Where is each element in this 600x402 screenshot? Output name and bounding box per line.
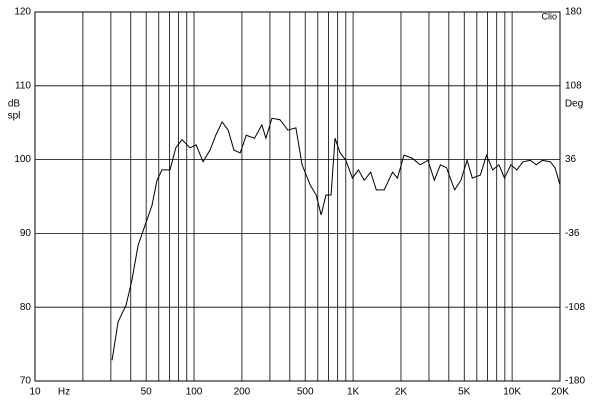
y2-tick-label: 108 <box>565 80 582 91</box>
x-unit-label: Hz <box>58 387 70 398</box>
y-axis-label: spl <box>8 111 21 122</box>
response-line <box>111 117 561 361</box>
y2-tick-label: -180 <box>565 376 585 387</box>
y-tick-label: 80 <box>20 302 32 313</box>
y-tick-label: 120 <box>14 7 31 18</box>
y-tick-label: 90 <box>20 228 32 239</box>
x-tick-label: 2K <box>395 387 408 398</box>
x-tick-label: 200 <box>234 387 251 398</box>
y-tick-label: 70 <box>20 376 32 387</box>
y-tick-label: 100 <box>14 154 31 165</box>
x-tick-label: 20K <box>551 387 569 398</box>
y2-tick-label: -36 <box>565 228 580 239</box>
x-tick-label: 50 <box>141 387 153 398</box>
y2-axis-label: Deg <box>565 99 583 110</box>
y2-tick-label: 36 <box>565 154 577 165</box>
x-tick-label: 1K <box>347 387 360 398</box>
plot-frame <box>34 11 561 382</box>
y2-tick-label: -108 <box>565 302 585 313</box>
x-tick-label: 10 <box>29 387 41 398</box>
x-tick-label: 500 <box>297 387 314 398</box>
y-tick-label: 110 <box>15 80 31 91</box>
x-tick-label: 100 <box>186 387 203 398</box>
y2-tick-label: 180 <box>565 7 582 18</box>
x-tick-label: 5K <box>458 387 471 398</box>
x-tick-label: 10K <box>503 387 521 398</box>
brand-label: Clio <box>541 11 557 21</box>
y-axis-label: dB <box>8 99 21 110</box>
